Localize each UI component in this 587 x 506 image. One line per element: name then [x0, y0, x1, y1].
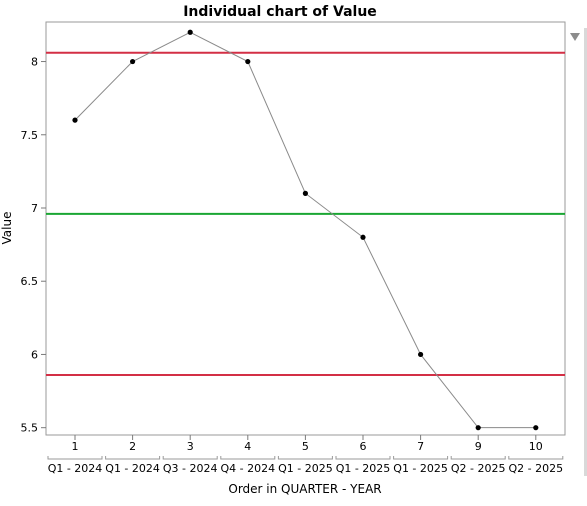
x-axis-label: Order in QUARTER - YEAR: [228, 482, 381, 496]
data-point: [187, 29, 193, 35]
x-group-label: Q2 - 2025: [508, 462, 563, 475]
x-group-label: Q3 - 2024: [163, 462, 218, 475]
y-axis-label: Value: [0, 212, 14, 245]
x-order-label: 4: [244, 440, 251, 453]
x-axis: 1 Q1 - 2024 2 Q1 - 2024 3 Q3 - 2024 4 Q4 - 2024…: [47, 435, 564, 475]
x-group-label: Q1 - 2025: [336, 462, 391, 475]
x-order-label: 9: [475, 440, 482, 453]
x-group-label: Q1 - 2025: [393, 462, 448, 475]
x-group-bracket: [450, 456, 506, 460]
plot-frame: [45, 21, 566, 436]
x-order-label: 6: [360, 440, 367, 453]
x-group-bracket: [335, 456, 391, 460]
x-order-label: 2: [129, 440, 136, 453]
x-order-label: 7: [417, 440, 424, 453]
x-order-label: 1: [72, 440, 79, 453]
x-order-label: 10: [529, 440, 543, 453]
x-group-bracket: [105, 456, 161, 460]
menu-triangle-icon[interactable]: [570, 28, 587, 476]
data-point: [72, 117, 78, 123]
x-group-bracket: [162, 456, 218, 460]
data-point: [533, 425, 539, 431]
data-point: [475, 425, 481, 431]
x-group-bracket: [220, 456, 276, 460]
y-tick-label: 7.5: [21, 129, 39, 142]
x-group-label: Q2 - 2025: [451, 462, 506, 475]
y-tick-label: 7: [31, 202, 38, 215]
data-point: [245, 58, 251, 65]
y-tick-label: 6: [31, 348, 38, 361]
x-group-label: Q1 - 2024: [48, 462, 103, 475]
chart-title: Individual chart of Value: [183, 4, 377, 20]
x-group-bracket: [508, 456, 564, 460]
data-point: [360, 234, 366, 240]
data-point: [302, 190, 308, 196]
x-group-bracket: [393, 456, 449, 460]
y-tick-label: 6.5: [21, 275, 39, 288]
data-point: [130, 58, 136, 65]
x-group-label: Q1 - 2025: [278, 462, 333, 475]
y-axis: 5.5 6 6.5 7 7.5 8: [21, 56, 46, 435]
x-group-label: Q1 - 2024: [105, 462, 160, 475]
x-group-label: Q4 - 2024: [220, 462, 275, 475]
x-group-bracket: [277, 456, 333, 460]
control-limit-lines: [46, 51, 565, 376]
y-tick-label: 8: [31, 56, 38, 69]
x-group-bracket: [47, 456, 103, 460]
data-series: [72, 29, 539, 431]
y-tick-label: 5.5: [21, 422, 39, 435]
data-point: [418, 351, 424, 358]
x-order-label: 3: [187, 440, 194, 453]
x-order-label: 5: [302, 440, 309, 453]
